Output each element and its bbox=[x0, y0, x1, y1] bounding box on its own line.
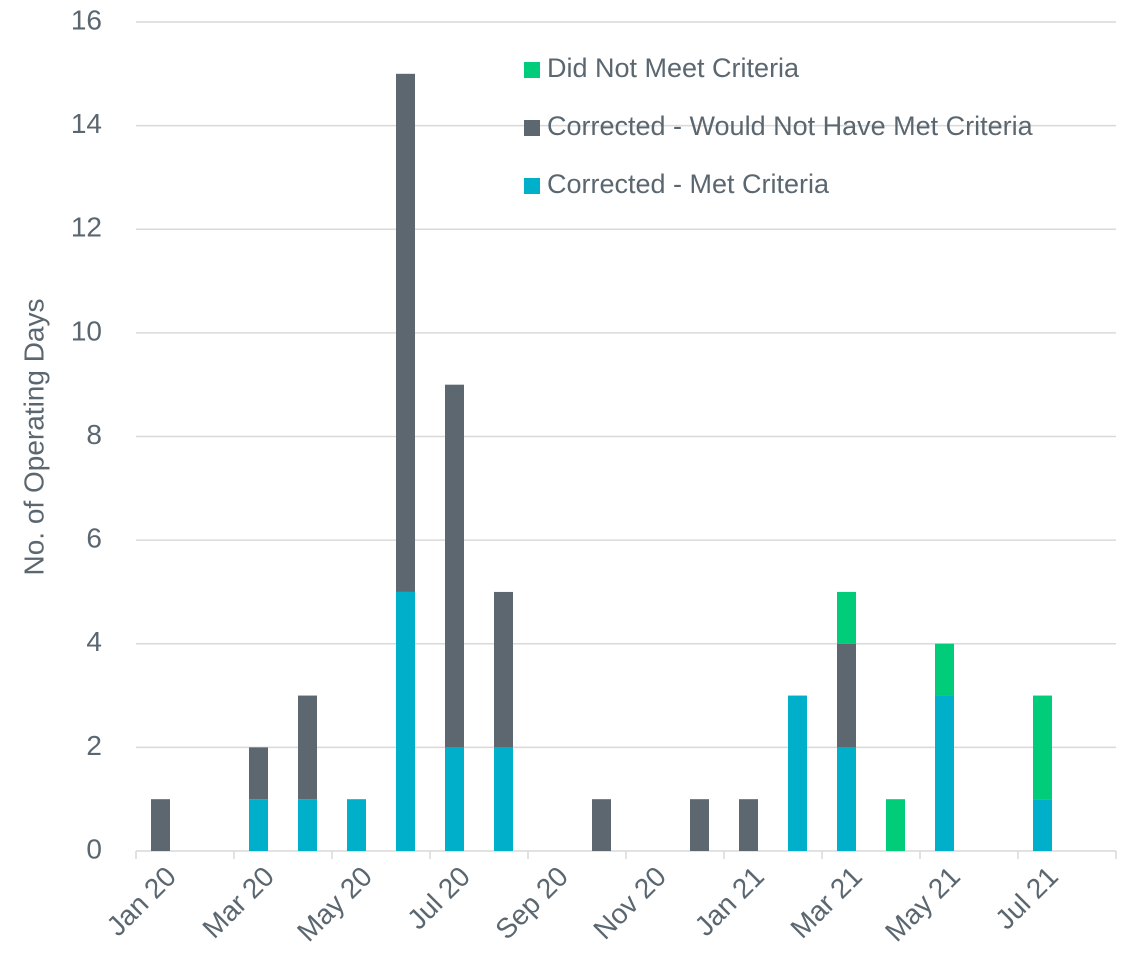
legend-swatch bbox=[524, 62, 540, 78]
legend-label: Corrected - Would Not Have Met Criteria bbox=[547, 111, 1034, 141]
bar-segment bbox=[1033, 799, 1052, 851]
x-tick-label: May 20 bbox=[291, 861, 378, 948]
bar-segment bbox=[788, 695, 807, 851]
bar-segment bbox=[935, 695, 954, 851]
bar-segment bbox=[935, 643, 954, 696]
bar-segment bbox=[494, 747, 513, 851]
bar-segment bbox=[837, 747, 856, 851]
bar-segment bbox=[249, 799, 268, 851]
bar-segment bbox=[837, 643, 856, 748]
x-tick-label: Nov 20 bbox=[587, 861, 672, 946]
bar-segment bbox=[151, 799, 170, 851]
bar-segment bbox=[445, 384, 464, 748]
bar-segment bbox=[886, 799, 905, 851]
bar-segment bbox=[592, 799, 611, 851]
bar-segment bbox=[396, 73, 415, 592]
y-tick-label: 12 bbox=[71, 212, 102, 243]
legend-label: Did Not Meet Criteria bbox=[547, 53, 800, 83]
x-tick-label: Jan 20 bbox=[101, 861, 182, 942]
y-axis-label: No. of Operating Days bbox=[18, 298, 49, 575]
y-tick-label: 6 bbox=[86, 523, 102, 554]
bar-segment bbox=[445, 747, 464, 851]
bar-segment bbox=[347, 799, 366, 851]
x-tick-label: Sep 20 bbox=[489, 861, 574, 946]
legend-swatch bbox=[524, 178, 540, 194]
bar-segment bbox=[298, 799, 317, 851]
x-tick-label: Jul 20 bbox=[401, 861, 476, 936]
x-tick-label: May 21 bbox=[879, 861, 966, 948]
bar-segment bbox=[494, 591, 513, 748]
x-tick-label: Mar 21 bbox=[784, 861, 868, 945]
x-tick-label: Mar 20 bbox=[196, 861, 280, 945]
bar-segment bbox=[396, 591, 415, 851]
bar-segment bbox=[249, 747, 268, 800]
y-tick-label: 16 bbox=[71, 4, 102, 35]
bar-segment bbox=[739, 799, 758, 851]
y-tick-label: 8 bbox=[86, 419, 102, 450]
y-tick-label: 0 bbox=[86, 833, 102, 864]
legend-label: Corrected - Met Criteria bbox=[547, 169, 830, 199]
bar-segment bbox=[1033, 695, 1052, 800]
x-tick-label: Jan 21 bbox=[689, 861, 770, 942]
x-tick-label: Jul 21 bbox=[989, 861, 1064, 936]
y-tick-label: 4 bbox=[86, 626, 102, 657]
bar-segment bbox=[690, 799, 709, 851]
legend-swatch bbox=[524, 120, 540, 136]
y-tick-label: 2 bbox=[86, 730, 102, 761]
y-tick-label: 14 bbox=[71, 108, 102, 139]
y-tick-label: 10 bbox=[71, 315, 102, 346]
bar-segment bbox=[837, 591, 856, 644]
bar-segment bbox=[298, 695, 317, 800]
